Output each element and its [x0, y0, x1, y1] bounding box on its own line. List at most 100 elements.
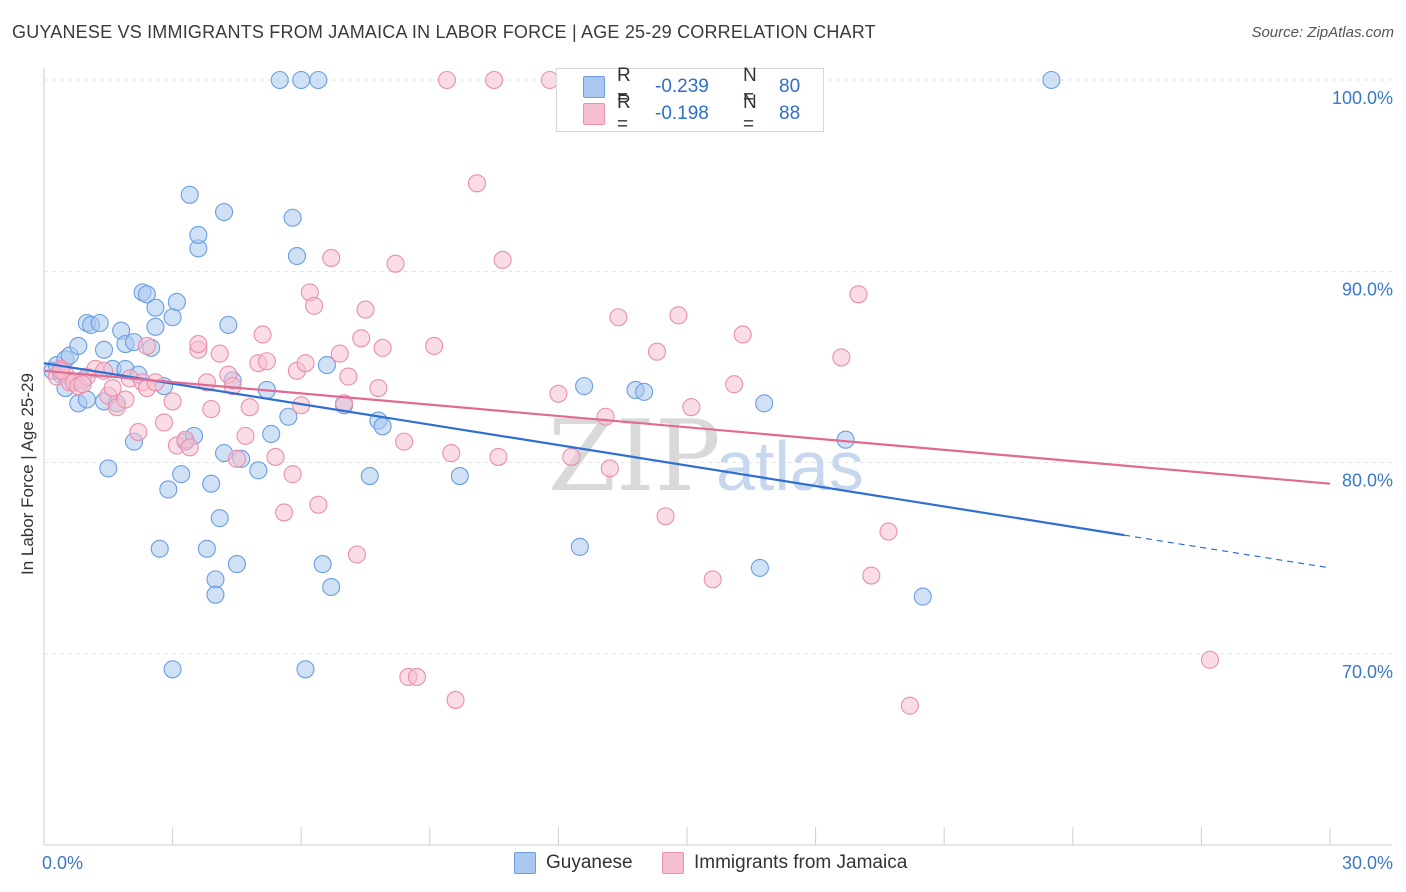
- jamaica-point: [849, 285, 868, 304]
- guyanese-points: [43, 70, 1061, 679]
- guyanese-point: [163, 308, 182, 327]
- guyanese-point: [197, 539, 216, 558]
- jamaica-point: [339, 367, 358, 386]
- jamaica-point: [129, 423, 148, 442]
- jamaica-point: [489, 447, 508, 466]
- guyanese-point: [373, 417, 392, 436]
- guyanese-point: [159, 480, 178, 499]
- jamaica-point: [253, 325, 272, 344]
- guyanese-point: [317, 356, 336, 375]
- jamaica-point: [116, 390, 135, 409]
- jamaica-point: [373, 338, 392, 357]
- stats-legend: R = -0.239 N = 80 R = -0.198 N = 88: [556, 65, 824, 135]
- guyanese-point: [150, 539, 169, 558]
- r-value: -0.198: [655, 103, 709, 124]
- legend-label: Immigrants from Jamaica: [694, 852, 908, 873]
- jamaica-point: [240, 398, 259, 417]
- guyanese-point: [292, 70, 311, 90]
- guyanese-point: [210, 509, 229, 528]
- jamaica-point: [407, 667, 426, 687]
- jamaica-point: [163, 392, 182, 411]
- guyanese-point: [137, 285, 156, 304]
- jamaica-point: [596, 407, 615, 426]
- jamaica-point: [257, 352, 276, 371]
- jamaica-point: [352, 329, 371, 348]
- guyanese-point: [279, 407, 298, 426]
- jamaica-point: [600, 459, 619, 478]
- n-value: 88: [779, 103, 801, 124]
- r-label: R =: [617, 92, 631, 135]
- x-tick-label: 30.0%: [1342, 853, 1393, 873]
- jamaica-point: [369, 378, 388, 398]
- guyanese-point: [146, 317, 165, 336]
- jamaica-point: [493, 250, 512, 269]
- stats-row-guyanese: R = -0.239 N = 80: [583, 65, 801, 108]
- jamaica-point: [669, 306, 688, 325]
- source-label: Source: ZipAtlas.com: [1251, 24, 1394, 41]
- y-tick-label: 90.0%: [1342, 279, 1393, 299]
- jamaica-point: [900, 696, 919, 715]
- guyanese-point: [635, 382, 654, 401]
- guyanese-point: [90, 313, 109, 333]
- jamaica-point: [485, 70, 504, 90]
- n-label: N =: [743, 92, 757, 135]
- jamaica-point: [275, 503, 294, 522]
- guyanese-point: [249, 461, 268, 480]
- guyanese-point: [313, 555, 332, 574]
- y-tick-label: 70.0%: [1342, 662, 1393, 682]
- guyanese-point: [202, 474, 221, 493]
- jamaica-point: [446, 690, 465, 709]
- jamaica-point: [347, 545, 366, 564]
- chart-title: GUYANESE VS IMMIGRANTS FROM JAMAICA IN L…: [12, 22, 876, 42]
- jamaica-point: [305, 296, 324, 315]
- axes: [43, 68, 1392, 846]
- n-value: 80: [779, 76, 801, 97]
- trend-lines: [43, 362, 1331, 569]
- guyanese-trend-line: [43, 362, 1125, 537]
- guyanese-point: [322, 577, 341, 597]
- guyanese-point: [180, 185, 199, 204]
- guyanese-point: [146, 298, 165, 317]
- jamaica-point: [733, 325, 752, 344]
- guyanese-point: [219, 315, 238, 334]
- jamaica-point: [725, 375, 744, 394]
- y-tick-label: 100.0%: [1332, 88, 1393, 108]
- jamaica-point: [202, 400, 221, 419]
- jamaica-point: [437, 70, 456, 90]
- jamaica-point: [227, 449, 246, 468]
- jamaica-point: [549, 384, 568, 403]
- pink-swatch: [583, 103, 605, 125]
- guyanese-point: [167, 292, 186, 311]
- jamaica-point: [703, 570, 722, 589]
- guyanese-point: [913, 587, 932, 606]
- legend-item-jamaica[interactable]: Immigrants from Jamaica: [662, 852, 907, 874]
- series-legend: Guyanese Immigrants from Jamaica: [0, 852, 1406, 878]
- guyanese-point: [450, 467, 469, 486]
- jamaica-point: [322, 248, 341, 267]
- jamaica-point: [467, 174, 487, 193]
- guyanese-point: [296, 660, 315, 679]
- guyanese-point: [750, 558, 769, 577]
- guyanese-point: [262, 424, 281, 444]
- jamaica-point: [879, 522, 898, 541]
- pink-swatch: [662, 852, 684, 874]
- x-tick-label: 0.0%: [42, 853, 83, 873]
- r-label: R =: [617, 65, 631, 108]
- jamaica-point: [266, 447, 285, 466]
- jamaica-point: [1200, 650, 1220, 669]
- stats-row-jamaica: R = -0.198 N = 88: [583, 92, 801, 135]
- guyanese-point: [755, 394, 774, 413]
- jamaica-point: [309, 495, 328, 514]
- jamaica-point: [562, 447, 581, 466]
- jamaica-point: [154, 413, 174, 432]
- legend-label: Guyanese: [546, 852, 633, 873]
- blue-swatch: [583, 76, 605, 98]
- y-tick-label: 80.0%: [1342, 471, 1393, 491]
- guyanese-point: [309, 70, 328, 90]
- jamaica-point: [103, 378, 122, 398]
- guyanese-point: [270, 70, 289, 90]
- legend-item-guyanese[interactable]: Guyanese: [514, 852, 633, 874]
- jamaica-point: [296, 354, 315, 373]
- guyanese-point: [214, 202, 234, 222]
